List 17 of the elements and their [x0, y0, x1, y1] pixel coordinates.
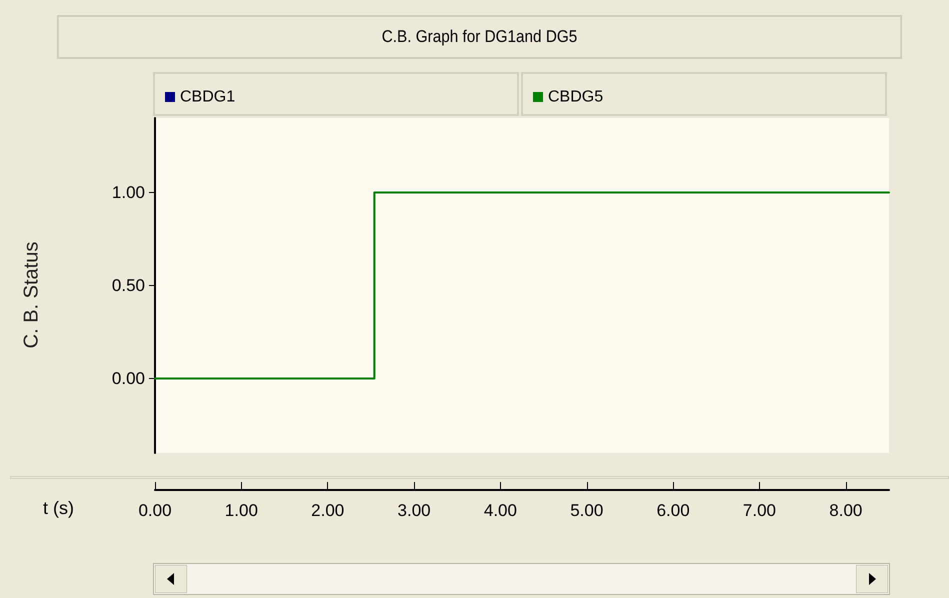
y-tick-label: 0.50	[112, 276, 145, 295]
x-tick-label: 0.00	[138, 501, 172, 520]
y-tick-label: 0.00	[112, 369, 145, 388]
legend-label: CBDG1	[180, 88, 236, 106]
x-tick-label: 4.00	[484, 501, 517, 520]
x-tick-label: 8.00	[829, 501, 862, 520]
x-tick-label: 5.00	[570, 501, 604, 520]
legend-label: CBDG5	[548, 88, 604, 106]
x-tick-label: 7.00	[742, 501, 776, 520]
x-tick-label: 2.00	[311, 501, 344, 520]
x-axis-title: t (s)	[43, 498, 74, 519]
y-axis-title: C. B. Status	[20, 242, 44, 348]
x-tick-label: 1.00	[224, 501, 258, 520]
x-tick-label: 6.00	[656, 501, 690, 520]
chart-title: C.B. Graph for DG1and DG5	[56, 15, 902, 59]
y-tick-label: 1.00	[112, 182, 145, 202]
x-tick-label: 3.00	[398, 501, 431, 520]
